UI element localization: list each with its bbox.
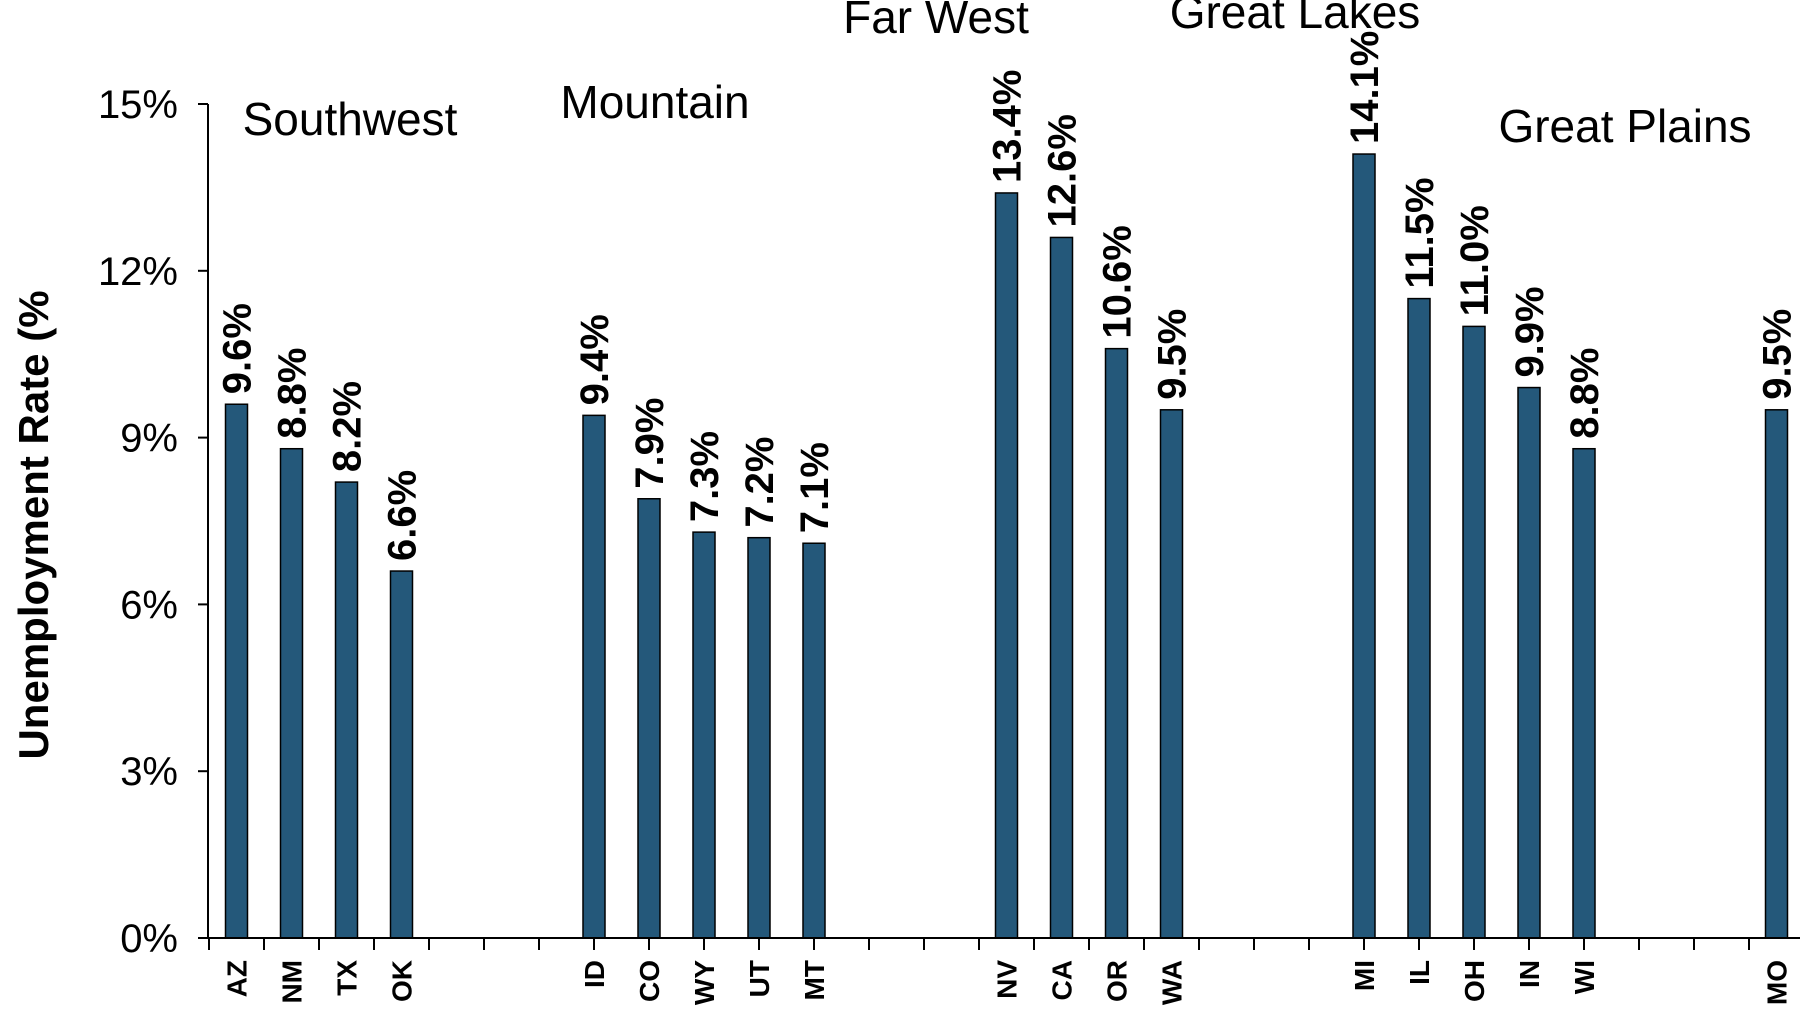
- bar-ca: [1049, 236, 1074, 939]
- value-label-ut: 7.2%: [738, 437, 782, 528]
- y-tick-label: 9%: [120, 417, 178, 461]
- value-label-wi: 8.8%: [1563, 348, 1607, 439]
- bar-nm: [279, 447, 304, 939]
- y-tick-label: 6%: [120, 583, 178, 627]
- value-label-tx: 8.2%: [326, 381, 370, 472]
- category-label-il: IL: [1404, 960, 1435, 985]
- category-label-ut: UT: [744, 960, 775, 997]
- category-label-ca: CA: [1047, 960, 1078, 1000]
- category-label-or: OR: [1102, 960, 1133, 1002]
- value-label-il: 11.5%: [1398, 177, 1442, 288]
- value-label-id: 9.4%: [573, 314, 617, 405]
- y-axis-title: Unemployment Rate (%: [10, 290, 57, 759]
- value-label-wy: 7.3%: [683, 431, 727, 522]
- bar-ut: [747, 536, 771, 939]
- value-label-mi: 14.1%: [1343, 31, 1387, 144]
- bar-wa: [1159, 409, 1184, 939]
- category-label-tx: TX: [332, 960, 363, 996]
- bar-wy: [692, 531, 716, 939]
- category-label-id: ID: [579, 960, 610, 988]
- category-label-mi: MI: [1349, 960, 1380, 991]
- category-label-oh: OH: [1459, 960, 1490, 1002]
- bar-il: [1407, 297, 1431, 939]
- category-label-ok: OK: [387, 960, 418, 1002]
- category-label-nm: NM: [277, 960, 308, 1004]
- category-label-in: IN: [1514, 960, 1545, 988]
- category-label-mo: MO: [1762, 960, 1793, 1005]
- value-label-in: 9.9%: [1508, 286, 1552, 377]
- bar-in: [1517, 386, 1541, 939]
- category-label-wi: WI: [1569, 960, 1600, 994]
- bar-ok: [389, 570, 414, 939]
- region-label-southwest: Southwest: [243, 93, 458, 145]
- region-label-great-plains: Great Plains: [1498, 100, 1751, 152]
- bar-or: [1104, 347, 1129, 939]
- category-label-wa: WA: [1157, 960, 1188, 1005]
- bar-oh: [1462, 325, 1486, 939]
- bar-id: [582, 414, 606, 939]
- region-label-great-lakes: Great Lakes: [1170, 0, 1421, 38]
- y-tick-label: 12%: [98, 250, 178, 294]
- value-label-co: 7.9%: [628, 398, 672, 489]
- category-label-co: CO: [634, 960, 665, 1002]
- y-tick-label: 3%: [120, 750, 178, 794]
- bar-az: [224, 403, 249, 939]
- value-label-wa: 9.5%: [1151, 309, 1195, 400]
- bar-co: [637, 498, 661, 939]
- y-tick-label: 15%: [98, 83, 178, 127]
- region-label-far-west: Far West: [843, 0, 1029, 43]
- value-label-az: 9.6%: [216, 303, 260, 394]
- category-label-az: AZ: [222, 960, 253, 997]
- category-label-nv: NV: [992, 960, 1023, 999]
- value-label-ok: 6.6%: [381, 470, 425, 561]
- value-label-nv: 13.4%: [986, 70, 1030, 183]
- bar-mt: [802, 542, 826, 939]
- value-label-oh: 11.0%: [1453, 205, 1497, 316]
- value-label-mo: 9.5%: [1756, 309, 1800, 400]
- value-label-or: 10.6%: [1096, 225, 1140, 338]
- bar-wi: [1572, 447, 1596, 939]
- value-label-ca: 12.6%: [1041, 114, 1085, 227]
- bar-mo: [1764, 409, 1789, 939]
- y-tick-label: 0%: [120, 917, 178, 961]
- bar-tx: [334, 481, 359, 939]
- bar-nv: [994, 192, 1019, 939]
- region-label-mountain: Mountain: [560, 76, 749, 128]
- value-label-mt: 7.1%: [793, 442, 837, 533]
- category-label-mt: MT: [799, 960, 830, 1000]
- category-label-wy: WY: [689, 960, 720, 1005]
- bar-mi: [1352, 153, 1376, 939]
- value-label-nm: 8.8%: [271, 348, 315, 439]
